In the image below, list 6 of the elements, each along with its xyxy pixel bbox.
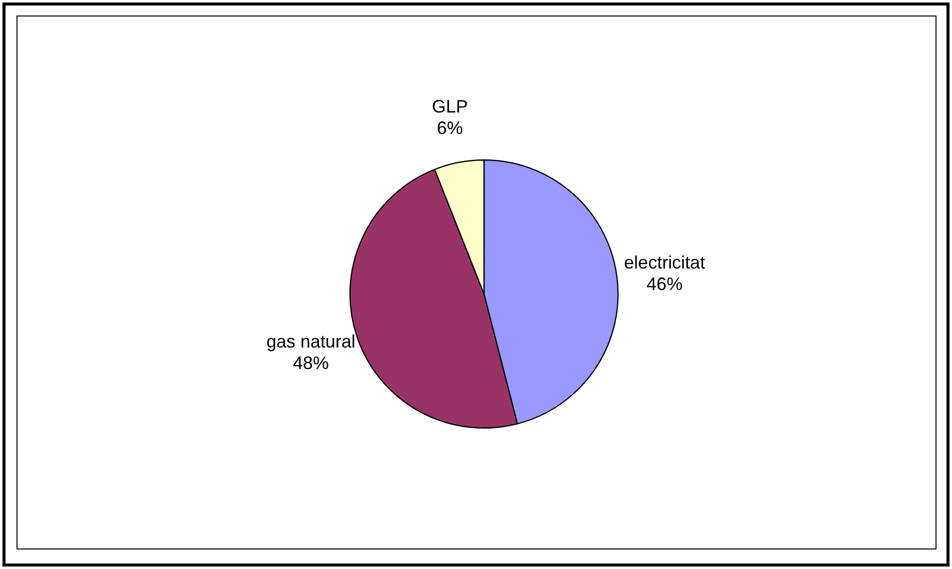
slice-label: gas natural [266, 332, 356, 352]
data-label: 6% [436, 118, 463, 138]
slice-label: GLP [432, 96, 468, 117]
slice-label: electricitat [624, 252, 706, 272]
data-label: 46% [646, 274, 683, 294]
data-label: 48% [292, 353, 329, 374]
